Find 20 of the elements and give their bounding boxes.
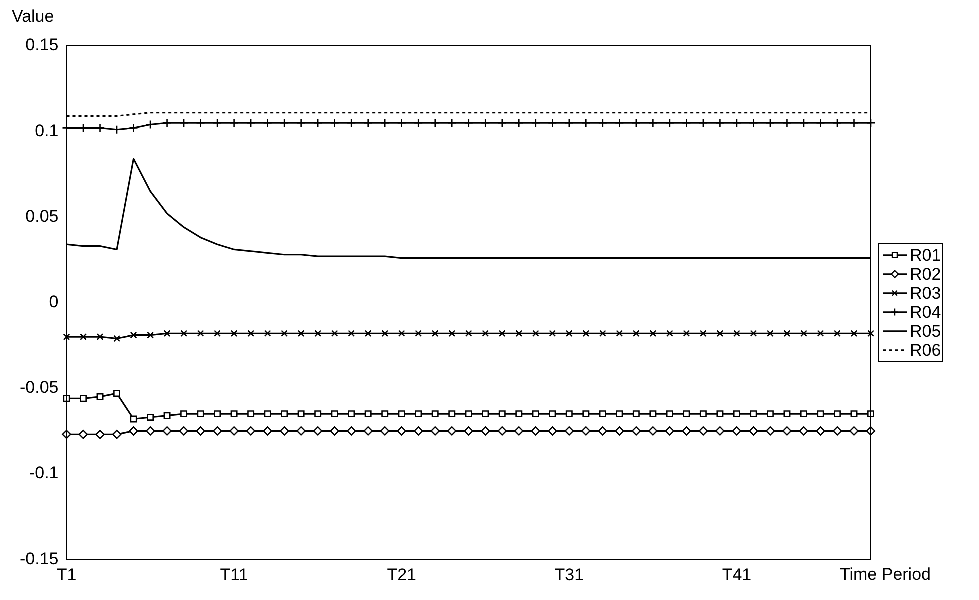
legend-label: R02	[910, 264, 942, 284]
legend-label: R01	[910, 246, 942, 265]
legend-label: R06	[910, 340, 942, 360]
y-tick-label: -0.05	[20, 378, 59, 398]
x-tick-label: T11	[220, 565, 248, 584]
y-tick-label: 0.15	[26, 36, 59, 55]
x-tick-label: T21	[387, 565, 416, 584]
y-axis-title: Value	[12, 7, 54, 26]
y-tick-label: 0.1	[35, 121, 59, 140]
legend-label: R05	[910, 322, 942, 341]
y-tick-label: 0	[49, 292, 59, 312]
legend-label: R04	[910, 302, 942, 322]
legend-label: R03	[910, 284, 942, 303]
y-tick-label: -0.1	[29, 464, 59, 483]
x-tick-label: T1	[56, 565, 77, 584]
y-tick-label: -0.15	[20, 549, 59, 568]
x-axis-title: Time Period	[840, 564, 931, 584]
x-tick-label: T41	[722, 565, 752, 584]
y-tick-label: 0.05	[26, 206, 59, 226]
x-tick-label: T31	[554, 565, 584, 584]
